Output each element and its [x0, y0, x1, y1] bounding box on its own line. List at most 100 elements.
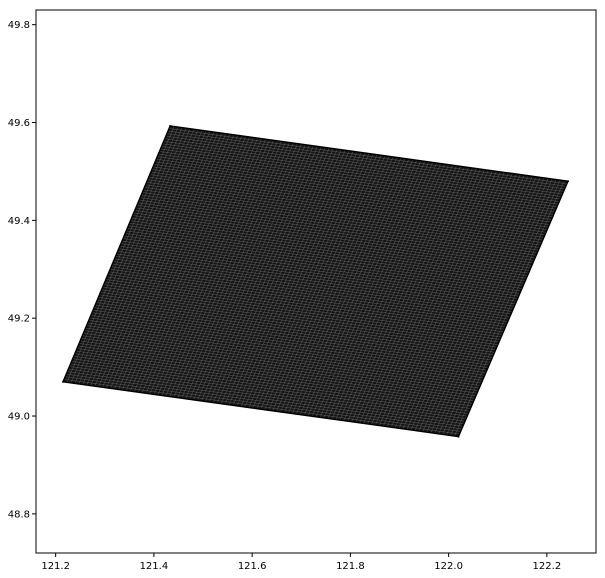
- x-axis: 121.2 121.4 121.6 121.8 122.0 122.2: [41, 553, 561, 572]
- mesh-line: [343, 165, 453, 421]
- mesh-line: [315, 161, 425, 417]
- mesh-line: [442, 178, 553, 435]
- y-axis: 48.8 49.0 49.2 49.4 49.6 49.8: [8, 20, 36, 520]
- y-tick-label: 49.4: [8, 216, 30, 227]
- mesh-line: [73, 356, 470, 412]
- mesh-line: [114, 258, 512, 315]
- mesh-line: [446, 179, 557, 435]
- corner-point: [457, 435, 460, 438]
- mesh-line: [347, 165, 457, 422]
- mesh-line: [100, 292, 497, 348]
- x-tick-label: 121.6: [238, 561, 267, 572]
- y-tick-label: 49.6: [8, 118, 30, 129]
- mesh-line: [104, 281, 502, 338]
- mesh-line: [74, 353, 471, 409]
- mesh-line: [351, 166, 461, 422]
- x-tick-label: 122.2: [533, 561, 562, 572]
- mesh-line: [66, 373, 462, 430]
- mesh-line: [272, 155, 382, 411]
- mesh-line: [422, 176, 533, 432]
- mesh-line: [83, 332, 480, 389]
- mesh-line: [75, 350, 472, 407]
- axes-frame: [35, 9, 597, 554]
- corner-point: [567, 180, 569, 183]
- corner-point: [169, 124, 172, 127]
- mesh-line: [111, 266, 508, 322]
- mesh-line: [319, 161, 429, 418]
- mesh-line: [383, 170, 493, 427]
- mesh-line: [65, 376, 461, 432]
- mesh-line: [81, 338, 478, 394]
- mesh-line: [76, 348, 473, 404]
- mesh-line: [85, 327, 482, 384]
- mesh-line: [300, 159, 410, 415]
- y-tick-label: 48.8: [8, 509, 30, 520]
- mesh-line: [296, 158, 406, 415]
- mesh-line: [109, 271, 506, 327]
- mesh-line: [84, 330, 481, 386]
- mesh-grid: [63, 125, 569, 437]
- mesh-line: [395, 172, 505, 428]
- mesh-line: [107, 274, 505, 330]
- mesh-line: [77, 345, 474, 401]
- mesh-line: [99, 294, 496, 350]
- mesh-line: [292, 157, 402, 414]
- mesh-line: [398, 172, 509, 429]
- mesh-line: [375, 169, 485, 426]
- mesh-line: [264, 154, 374, 410]
- x-tick-label: 121.4: [140, 561, 169, 572]
- mesh-line: [280, 156, 390, 412]
- x-tick-label: 121.2: [41, 561, 70, 572]
- mesh-line: [410, 174, 521, 431]
- mesh-line: [112, 263, 509, 320]
- mesh-line: [406, 173, 517, 430]
- mesh-line: [86, 325, 483, 381]
- mesh-line: [414, 175, 525, 431]
- mesh-line: [71, 361, 468, 417]
- x-tick-label: 122.0: [434, 561, 463, 572]
- mesh-line: [95, 304, 492, 361]
- mesh-line: [79, 343, 475, 399]
- mesh-line: [355, 166, 465, 423]
- mesh-line: [288, 157, 398, 414]
- mesh-line: [72, 358, 469, 414]
- mesh-line: [363, 167, 473, 424]
- corner-point: [62, 380, 65, 383]
- mesh-line: [371, 168, 481, 425]
- mesh-line: [92, 309, 490, 366]
- mesh-line: [450, 180, 561, 436]
- mesh-line: [327, 162, 437, 419]
- mesh-line: [387, 171, 497, 427]
- mesh-line: [454, 180, 565, 437]
- mesh-line: [91, 312, 489, 368]
- axes-border: [35, 9, 597, 554]
- mesh-line: [82, 335, 479, 391]
- mesh-line: [97, 299, 494, 356]
- mesh-line: [434, 177, 545, 434]
- mesh-line: [276, 155, 386, 412]
- mesh-line: [418, 175, 529, 432]
- mesh-line: [70, 363, 467, 419]
- mesh-line: [80, 340, 477, 396]
- y-tick-label: 49.8: [8, 20, 30, 31]
- mesh-line: [331, 163, 441, 420]
- mesh-line: [89, 317, 486, 373]
- mesh-line: [64, 379, 460, 435]
- mesh-line: [106, 276, 504, 333]
- mesh-line: [115, 256, 513, 312]
- mesh-line: [359, 167, 469, 423]
- mesh-line: [88, 320, 485, 376]
- mesh-line: [68, 368, 464, 424]
- mesh-line: [69, 366, 466, 422]
- mesh-line: [426, 176, 537, 433]
- quadrilateral-fill: [63, 125, 569, 437]
- x-tick-label: 121.8: [336, 561, 365, 572]
- mesh-line: [113, 261, 510, 317]
- mesh-line: [103, 284, 501, 340]
- mesh-line: [284, 156, 394, 413]
- mesh-line: [379, 170, 489, 426]
- mesh-line: [268, 154, 378, 411]
- mesh-line: [367, 168, 477, 425]
- mesh-line: [402, 173, 513, 429]
